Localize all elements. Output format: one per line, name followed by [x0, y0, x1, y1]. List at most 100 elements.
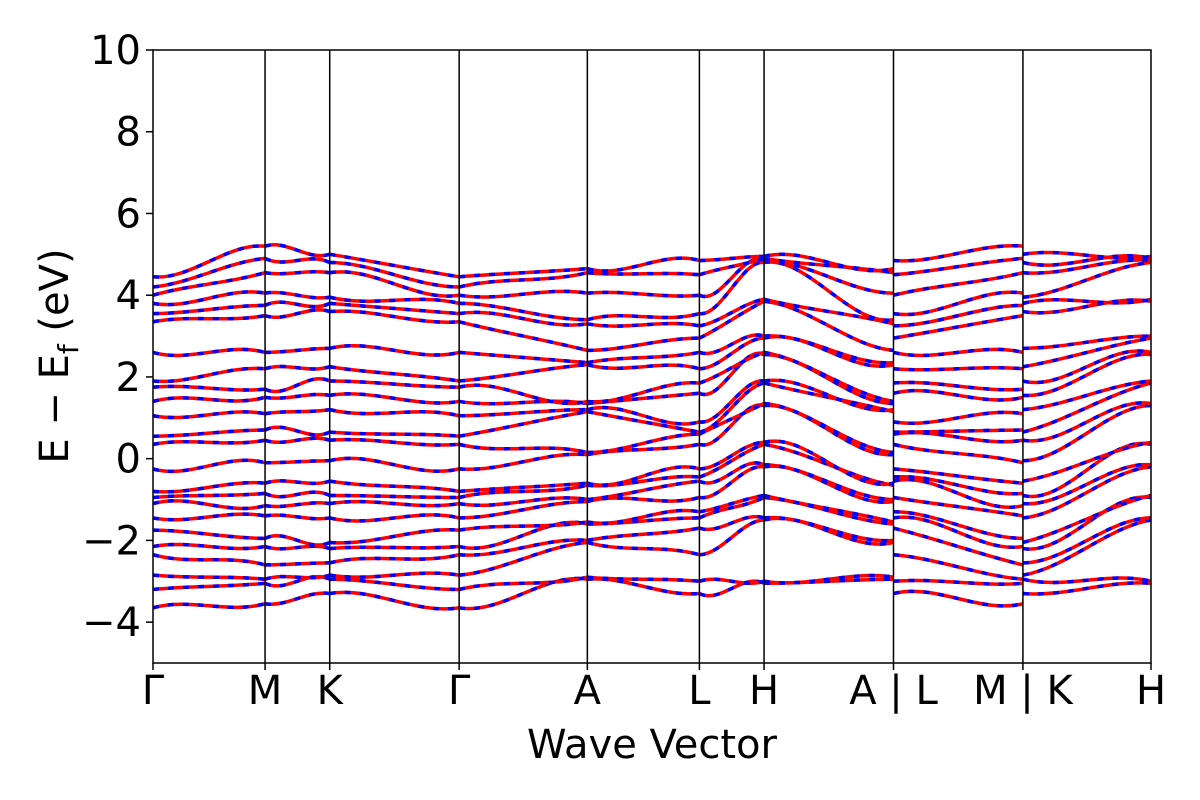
band-line-spin-up [587, 336, 700, 353]
band-line-spin-down [458, 409, 588, 438]
band-line-spin-down [459, 362, 588, 383]
band-line-spin-up [586, 540, 700, 557]
band-line-spin-up [1022, 403, 1152, 463]
band-line-spin-down [264, 308, 331, 319]
band-line-spin-up [329, 260, 460, 289]
x-axis-label: Wave Vector [527, 722, 778, 768]
x-tick-label: A | L [849, 668, 938, 714]
band-line-spin-down [329, 301, 460, 316]
band-line-spin-down [1022, 336, 1152, 369]
band-line-spin-down [329, 544, 460, 551]
band-line-spin-down [458, 289, 588, 299]
band-line-spin-up [152, 553, 266, 567]
band-line-spin-up [698, 403, 765, 447]
band-line-spin-down [699, 260, 765, 316]
x-tick-label: H [749, 668, 779, 714]
band-line-spin-down [264, 436, 331, 445]
band-line-spin-down [763, 464, 894, 504]
band-line-spin-down [329, 407, 460, 418]
x-tick-label: L [688, 668, 711, 714]
band-line-spin-up [152, 581, 266, 592]
band-line-spin-up [152, 512, 266, 522]
band-line-spin-down [1022, 403, 1152, 463]
y-tick-label: 8 [116, 110, 141, 156]
band-line-spin-down [458, 520, 588, 532]
band-line-spin-down [329, 437, 460, 447]
band-line-spin-down [458, 271, 588, 289]
band-line-spin-down [329, 479, 460, 494]
band-line-spin-up [587, 270, 700, 277]
band-line-spin-down [893, 552, 1024, 581]
y-axis-label-subscript: f [52, 343, 85, 354]
band-line-spin-up [893, 290, 1024, 317]
y-tick-label: 0 [116, 437, 141, 483]
band-line-spin-up [587, 508, 700, 525]
band-line-spin-down [459, 499, 588, 520]
band-line-spin-down [329, 528, 460, 545]
band-line-spin-down [265, 561, 330, 567]
x-tick-label: Γ [448, 668, 471, 714]
band-line-spin-down [1022, 465, 1152, 520]
band-line-spin-down [264, 256, 331, 265]
y-axis-label: E − Ef (eV) [32, 248, 85, 463]
band-line-spin-up [763, 493, 894, 524]
band-line-spin-up [152, 256, 266, 289]
band-line-spin-down [698, 514, 765, 532]
band-line-spin-up [587, 321, 700, 328]
band-line-spin-down [329, 493, 460, 500]
band-line-spin-down [763, 350, 894, 404]
x-tick-label: H [1136, 668, 1166, 714]
band-line-spin-down [459, 266, 588, 279]
band-line-spin-up [152, 573, 266, 581]
band-line-spin-up [763, 515, 894, 543]
band-line-spin-up [152, 438, 266, 447]
plot-frame [152, 49, 1152, 664]
band-line-spin-down [764, 463, 894, 502]
band-line-spin-up [152, 428, 266, 438]
x-tick-label: M [248, 668, 283, 714]
band-line-spin-down [264, 364, 331, 371]
band-line-spin-down [893, 271, 1024, 297]
y-tick-label: 6 [116, 191, 141, 237]
band-line-spin-down [699, 493, 765, 514]
band-line-spin-down [458, 310, 588, 327]
band-line-spin-down [265, 458, 330, 465]
band-line-spin-down [264, 501, 330, 509]
band-line-spin-down [893, 347, 1024, 358]
band-line-spin-down [264, 544, 331, 551]
band-line-spin-up [152, 542, 266, 551]
band-line-spin-down [893, 495, 1024, 518]
band-line-spin-up [763, 381, 894, 414]
band-line-spin-down [458, 442, 588, 455]
band-line-spin-down [1022, 463, 1152, 506]
band-line-spin-up [1022, 465, 1152, 520]
band-line-spin-up [587, 409, 700, 434]
band-line-spin-up [587, 432, 700, 455]
band-line-spin-down [698, 256, 765, 277]
band-line-spin-down [893, 388, 1024, 402]
band-line-spin-down [329, 590, 460, 611]
band-line-spin-down [1022, 381, 1152, 434]
band-line-spin-up [586, 405, 700, 426]
x-tick-label: Γ [142, 668, 165, 714]
band-line-spin-up [587, 381, 700, 404]
band-line-spin-down [893, 380, 1024, 392]
band-line-spin-down [1022, 581, 1152, 596]
band-line-spin-down [1022, 441, 1152, 499]
band-line-spin-down [1022, 298, 1152, 315]
band-line-spin-up [152, 347, 266, 358]
band-line-spin-up [1022, 260, 1152, 299]
band-line-spin-down [329, 343, 460, 357]
band-line-spin-up [1022, 440, 1152, 483]
band-line-spin-down [458, 320, 588, 353]
band-line-spin-down [1022, 334, 1152, 351]
band-line-spin-down [699, 440, 765, 471]
band-line-spin-down [1022, 352, 1152, 398]
band-line-spin-up [587, 526, 700, 543]
band-line-spin-up [152, 602, 266, 610]
band-line-spin-up [152, 458, 266, 474]
band-line-spin-down [1022, 250, 1152, 260]
band-line-spin-up [893, 515, 1024, 550]
band-line-spin-up [152, 303, 266, 316]
band-line-spin-down [329, 499, 460, 508]
